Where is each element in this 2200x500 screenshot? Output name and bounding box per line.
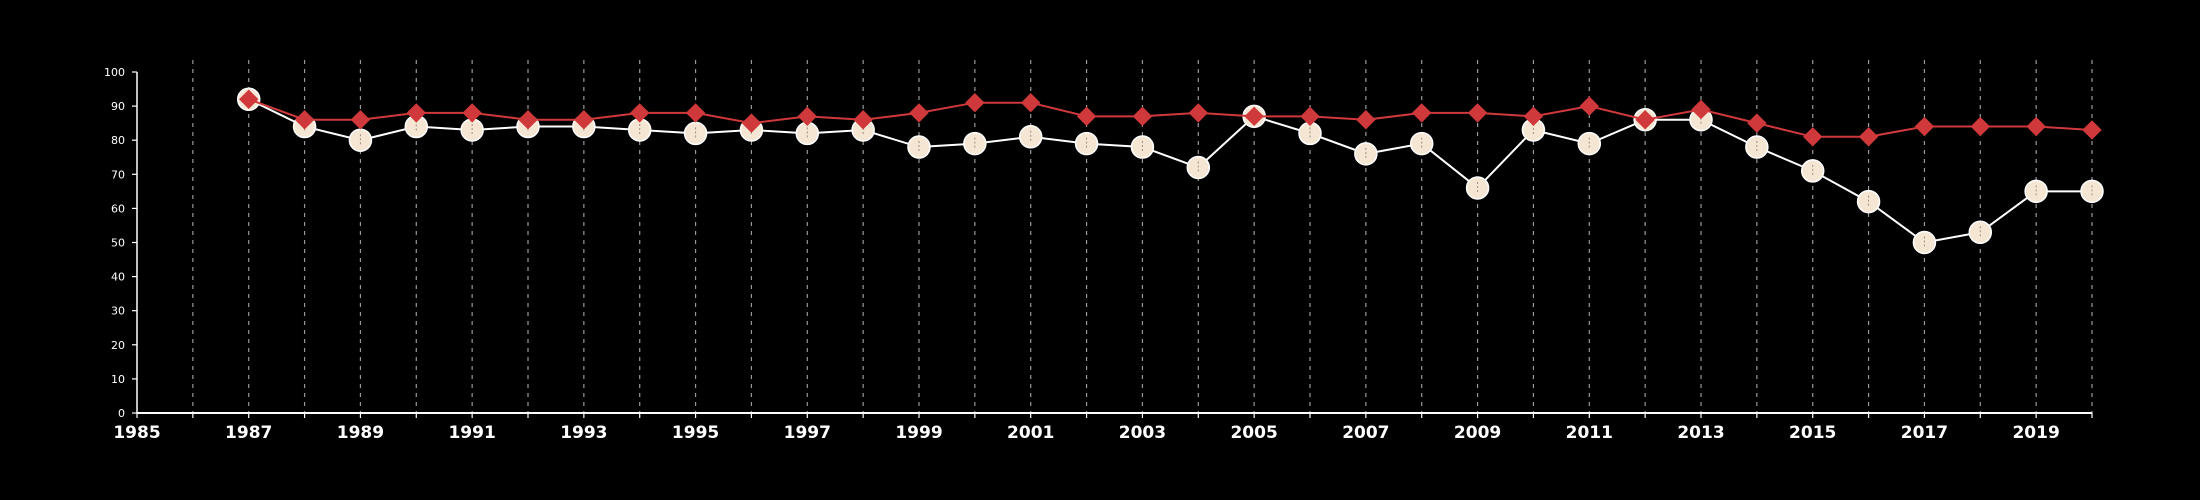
data-point-diamond: [741, 113, 762, 133]
series-group: [236, 87, 2104, 255]
data-point-diamond: [350, 110, 371, 130]
data-point-diamond: [1467, 103, 1488, 123]
data-point-diamond: [853, 110, 873, 130]
series-line: [248, 98, 2093, 138]
data-point-diamond: [1021, 92, 1041, 113]
data-point-diamond: [1523, 106, 1544, 127]
x-tick-label: 1997: [784, 423, 831, 443]
data-point-diamond: [1412, 103, 1432, 123]
x-tick-label: 1991: [448, 423, 495, 443]
data-point-diamond: [797, 106, 817, 127]
data-point-diamond: [518, 110, 538, 130]
y-tick-label: 20: [111, 339, 125, 352]
data-point-diamond: [909, 103, 929, 123]
data-point-diamond: [1579, 96, 1599, 116]
data-point-diamond: [2082, 120, 2102, 140]
x-tick-label: 2013: [1677, 423, 1724, 443]
y-tick-label: 0: [118, 407, 125, 420]
y-tick-label: 90: [111, 100, 125, 113]
y-tick-label: 70: [111, 168, 125, 181]
data-point-diamond: [630, 103, 650, 123]
x-tick-label: 1993: [560, 423, 607, 443]
x-tick-label: 2007: [1342, 423, 1389, 443]
x-tick-label: 2003: [1119, 423, 1166, 443]
y-tick-label: 10: [111, 373, 125, 386]
x-tick-label: 2019: [2012, 423, 2059, 443]
x-tick-label: 1987: [225, 423, 272, 443]
y-tick-label: 80: [111, 134, 125, 147]
data-point-diamond: [1244, 106, 1264, 127]
x-tick-label: 2005: [1230, 423, 1277, 443]
data-point-diamond: [462, 103, 482, 123]
y-tick-label: 60: [111, 202, 125, 215]
y-tick-label: 50: [111, 237, 125, 250]
x-tick-label: 1989: [337, 423, 384, 443]
x-tick-label: 2015: [1789, 423, 1836, 443]
data-point-diamond: [239, 89, 259, 109]
data-point-diamond: [1300, 106, 1320, 127]
x-tick-label: 2001: [1007, 423, 1054, 443]
data-point-diamond: [685, 103, 706, 123]
data-point-diamond: [1076, 106, 1097, 127]
data-point-diamond: [1803, 127, 1823, 147]
data-point-diamond: [1691, 99, 1711, 120]
data-point-diamond: [294, 110, 315, 130]
data-point-diamond: [1635, 110, 1655, 130]
x-tick-label: 1985: [113, 423, 160, 443]
data-point-diamond: [574, 110, 594, 130]
y-tick-label: 40: [111, 271, 125, 284]
x-tick-label: 2017: [1901, 423, 1948, 443]
x-tick-label: 1999: [895, 423, 942, 443]
data-point-diamond: [406, 103, 426, 123]
x-tick-label: 1995: [672, 423, 719, 443]
data-point-diamond: [1914, 116, 1935, 137]
x-tick-label: 2009: [1454, 423, 1501, 443]
data-point-diamond: [1356, 110, 1376, 130]
series-line: [248, 98, 2092, 244]
data-point-diamond: [2026, 116, 2046, 137]
series-group: [239, 89, 2102, 147]
data-point-diamond: [1970, 116, 1990, 137]
data-point-diamond: [965, 92, 985, 113]
series-layer: [236, 87, 2104, 255]
data-point-diamond: [1132, 106, 1153, 127]
x-tick-label: 2011: [1566, 423, 1613, 443]
axis-layer: 0 10 20 30 40 50 60 70 80 90 100 1985 1987 1989 1991 19…: [104, 66, 2093, 443]
y-tick-label: 100: [104, 66, 125, 79]
data-point-diamond: [1747, 113, 1767, 133]
y-tick-label: 30: [111, 305, 125, 318]
data-point-diamond: [1188, 103, 1208, 123]
data-point-diamond: [1858, 127, 1879, 147]
